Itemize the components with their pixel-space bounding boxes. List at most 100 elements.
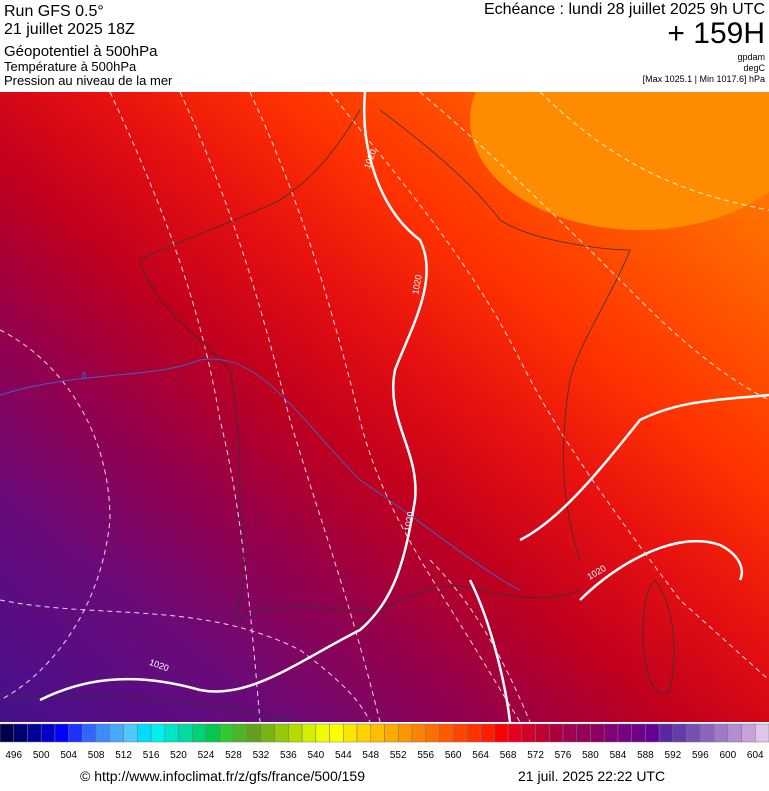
scale-label: 504 (60, 750, 77, 761)
color-swatch (590, 723, 605, 743)
scale-label: 572 (527, 750, 544, 761)
color-swatch (384, 723, 399, 743)
color-swatch (246, 723, 262, 743)
color-swatch (425, 723, 440, 743)
scale-label: 604 (747, 750, 764, 761)
color-swatch (192, 723, 207, 743)
scale-label: 552 (390, 750, 407, 761)
color-swatch (411, 723, 426, 743)
scale-label: 544 (335, 750, 352, 761)
isotherm-label: 8 (81, 370, 86, 380)
scale-label: 564 (472, 750, 489, 761)
color-swatch (68, 723, 83, 743)
color-swatch (219, 723, 234, 743)
scale-label: 500 (33, 750, 50, 761)
field-name: Température à 500hPa (4, 59, 137, 74)
scale-label: 528 (225, 750, 242, 761)
color-scale: 496 500 504 508 512 516 520 524 528 532 536 540 544 5… (0, 723, 769, 761)
color-swatch (95, 723, 111, 743)
color-swatch (164, 723, 179, 743)
scale-label: 568 (500, 750, 517, 761)
color-swatch (274, 723, 289, 743)
color-swatch (507, 723, 523, 743)
color-swatch (150, 723, 166, 743)
lead-time: + 159H (667, 17, 765, 50)
scale-label: 560 (445, 750, 462, 761)
color-swatch (452, 723, 468, 743)
color-swatch (439, 723, 454, 743)
color-swatch (13, 723, 28, 743)
scale-label: 512 (115, 750, 132, 761)
scale-label: 600 (719, 750, 736, 761)
color-swatch (397, 723, 413, 743)
color-swatch (658, 723, 674, 743)
color-swatch (343, 723, 358, 743)
geopotential-contours (0, 92, 769, 722)
scale-label: 520 (170, 750, 187, 761)
unit: [Max 1025.1 | Min 1017.6] hPa (643, 74, 765, 84)
scale-label: 508 (88, 750, 105, 761)
color-swatch (178, 723, 193, 743)
color-swatch (755, 723, 769, 743)
color-swatch (562, 723, 578, 743)
color-swatch (466, 723, 481, 743)
color-swatch (631, 723, 646, 743)
scale-label: 548 (362, 750, 379, 761)
color-swatch (370, 723, 385, 743)
color-swatch (27, 723, 42, 743)
scale-label: 576 (555, 750, 572, 761)
isobar-label: 1020 (410, 274, 423, 295)
color-swatch (494, 723, 509, 743)
color-swatch (700, 723, 715, 743)
scale-label: 580 (582, 750, 599, 761)
color-swatch (260, 723, 275, 743)
isobar-label: 1020 (402, 511, 415, 532)
unit: degC (743, 63, 765, 73)
scale-label: 524 (198, 750, 215, 761)
color-swatch (301, 723, 317, 743)
source-link: © http://www.infoclimat.fr/z/gfs/france/… (80, 768, 365, 784)
color-swatch (713, 723, 729, 743)
isotherm (0, 358, 521, 591)
color-swatch (40, 723, 56, 743)
color-swatch (672, 723, 687, 743)
unit: gpdam (737, 52, 765, 62)
color-swatch (741, 723, 756, 743)
scale-label: 516 (143, 750, 160, 761)
scale-label: 556 (417, 750, 434, 761)
color-swatch (54, 723, 69, 743)
field-name: Géopotentiel à 500hPa (4, 43, 158, 60)
scale-label: 584 (610, 750, 627, 761)
scale-label: 496 (5, 750, 22, 761)
color-swatch (82, 723, 97, 743)
color-swatch (288, 723, 303, 743)
color-swatch (356, 723, 372, 743)
isobars (39, 92, 769, 722)
warm-core (470, 92, 769, 230)
color-swatch (329, 723, 344, 743)
color-swatch (233, 723, 248, 743)
color-swatch (727, 723, 742, 743)
color-swatch (521, 723, 536, 743)
color-swatch (535, 723, 550, 743)
color-swatch (617, 723, 632, 743)
scale-label: 540 (307, 750, 324, 761)
generated-time: 21 juil. 2025 22:22 UTC (518, 768, 665, 784)
run-date: 21 juillet 2025 18Z (4, 21, 135, 38)
map (0, 92, 769, 722)
color-swatch (686, 723, 701, 743)
scale-label: 588 (637, 750, 654, 761)
run-title: Run GFS 0.5° (4, 3, 104, 20)
scale-label: 532 (253, 750, 270, 761)
field-name: Pression au niveau de la mer (4, 73, 173, 88)
scale-label: 536 (280, 750, 297, 761)
scale-label: 592 (665, 750, 682, 761)
forecast-time: Echéance : lundi 28 juillet 2025 9h UTC (484, 1, 765, 18)
color-swatch (137, 723, 152, 743)
color-swatch (109, 723, 124, 743)
color-swatch (480, 723, 495, 743)
color-swatch (603, 723, 619, 743)
scale-label: 596 (692, 750, 709, 761)
color-swatch (123, 723, 138, 743)
